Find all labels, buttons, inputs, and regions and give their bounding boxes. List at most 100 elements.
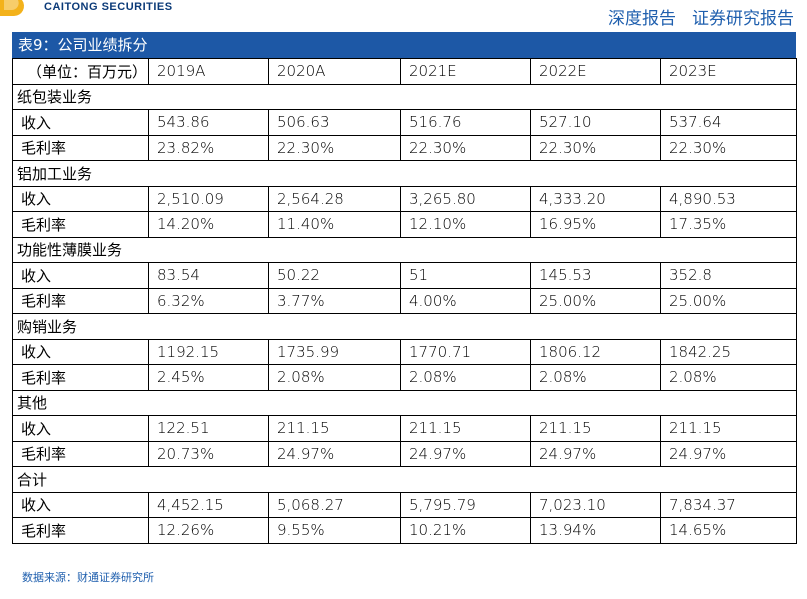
table-row: 毛利率 14.20% 11.40% 12.10% 16.95% 17.35% bbox=[12, 211, 797, 238]
table-row: 收入 543.86 506.63 516.76 527.10 537.64 bbox=[12, 109, 797, 136]
table-cell: 1842.25 bbox=[660, 338, 797, 365]
section-row: 功能性薄膜业务 bbox=[12, 236, 797, 263]
logo-icon bbox=[0, 0, 25, 16]
row-label: 毛利率 bbox=[12, 364, 149, 391]
table-cell: 6.32% bbox=[148, 287, 269, 314]
row-label: 收入 bbox=[12, 262, 149, 289]
section-label: 购销业务 bbox=[12, 313, 797, 340]
table-cell: 22.30% bbox=[268, 134, 401, 161]
table-cell: 20.73% bbox=[148, 440, 269, 467]
row-label: 收入 bbox=[12, 109, 149, 136]
table-title: 表9：公司业绩拆分 bbox=[12, 32, 796, 58]
company-name: CAITONG SECURITIES bbox=[44, 1, 173, 13]
table-cell: 211.15 bbox=[268, 415, 401, 442]
year-header: 2023E bbox=[660, 58, 797, 85]
table-cell: 7,834.37 bbox=[660, 491, 797, 518]
year-header: 2022E bbox=[530, 58, 661, 85]
year-header: 2019A bbox=[148, 58, 269, 85]
table-cell: 145.53 bbox=[530, 262, 661, 289]
table-cell: 2.45% bbox=[148, 364, 269, 391]
row-label: 收入 bbox=[12, 338, 149, 365]
table-cell: 2,564.28 bbox=[268, 185, 401, 212]
table-cell: 4,890.53 bbox=[660, 185, 797, 212]
table-cell: 14.20% bbox=[148, 211, 269, 238]
table-cell: 2.08% bbox=[530, 364, 661, 391]
table-row: 收入 4,452.15 5,068.27 5,795.79 7,023.10 7,834.… bbox=[12, 491, 797, 518]
table-cell: 13.94% bbox=[530, 517, 661, 544]
table-cell: 537.64 bbox=[660, 109, 797, 136]
table-cell: 3,265.80 bbox=[400, 185, 531, 212]
section-row: 购销业务 bbox=[12, 313, 797, 340]
table-cell: 5,795.79 bbox=[400, 491, 531, 518]
table-cell: 3.77% bbox=[268, 287, 401, 314]
table-cell: 23.82% bbox=[148, 134, 269, 161]
table-cell: 211.15 bbox=[660, 415, 797, 442]
table-row: 毛利率 23.82% 22.30% 22.30% 22.30% 22.30% bbox=[12, 134, 797, 161]
table-cell: 9.55% bbox=[268, 517, 401, 544]
table-cell: 1770.71 bbox=[400, 338, 531, 365]
table-cell: 1192.15 bbox=[148, 338, 269, 365]
table-cell: 16.95% bbox=[530, 211, 661, 238]
table-cell: 211.15 bbox=[400, 415, 531, 442]
table-cell: 24.97% bbox=[530, 440, 661, 467]
row-label: 收入 bbox=[12, 185, 149, 212]
row-label: 毛利率 bbox=[12, 134, 149, 161]
table-cell: 1806.12 bbox=[530, 338, 661, 365]
table-row: 收入 1192.15 1735.99 1770.71 1806.12 1842.25 bbox=[12, 338, 797, 365]
table-cell: 2.08% bbox=[268, 364, 401, 391]
section-label: 铝加工业务 bbox=[12, 160, 797, 187]
table-cell: 14.65% bbox=[660, 517, 797, 544]
table-cell: 543.86 bbox=[148, 109, 269, 136]
report-type-deep: 深度报告 bbox=[608, 9, 676, 29]
section-row: 纸包装业务 bbox=[12, 83, 797, 110]
table-cell: 2,510.09 bbox=[148, 185, 269, 212]
table-cell: 1735.99 bbox=[268, 338, 401, 365]
table-cell: 4,452.15 bbox=[148, 491, 269, 518]
table-cell: 527.10 bbox=[530, 109, 661, 136]
table-row: 毛利率 6.32% 3.77% 4.00% 25.00% 25.00% bbox=[12, 287, 797, 314]
earnings-table: （单位：百万元） 2019A 2020A 2021E 2022E 2023E 纸… bbox=[12, 58, 797, 544]
section-row: 合计 bbox=[12, 466, 797, 493]
table-header-row: （单位：百万元） 2019A 2020A 2021E 2022E 2023E bbox=[12, 58, 797, 85]
table-cell: 25.00% bbox=[660, 287, 797, 314]
section-label: 其他 bbox=[12, 389, 797, 416]
table-cell: 12.26% bbox=[148, 517, 269, 544]
table-row: 收入 122.51 211.15 211.15 211.15 211.15 bbox=[12, 415, 797, 442]
table-row: 收入 83.54 50.22 51 145.53 352.8 bbox=[12, 262, 797, 289]
table-cell: 17.35% bbox=[660, 211, 797, 238]
source-note: 数据来源：财通证券研究所 bbox=[22, 571, 154, 584]
table-cell: 22.30% bbox=[660, 134, 797, 161]
year-header: 2021E bbox=[400, 58, 531, 85]
table-cell: 352.8 bbox=[660, 262, 797, 289]
table-cell: 7,023.10 bbox=[530, 491, 661, 518]
table-row: 毛利率 12.26% 9.55% 10.21% 13.94% 14.65% bbox=[12, 517, 797, 544]
table-row: 毛利率 2.45% 2.08% 2.08% 2.08% 2.08% bbox=[12, 364, 797, 391]
table-row: 毛利率 20.73% 24.97% 24.97% 24.97% 24.97% bbox=[12, 440, 797, 467]
earnings-table-container: 表9：公司业绩拆分 （单位：百万元） 2019A 2020A 2021E 202… bbox=[12, 32, 797, 544]
table-cell: 506.63 bbox=[268, 109, 401, 136]
table-cell: 22.30% bbox=[400, 134, 531, 161]
table-cell: 4.00% bbox=[400, 287, 531, 314]
table-cell: 2.08% bbox=[660, 364, 797, 391]
table-cell: 12.10% bbox=[400, 211, 531, 238]
report-type-research: 证券研究报告 bbox=[692, 9, 794, 29]
table-cell: 5,068.27 bbox=[268, 491, 401, 518]
table-cell: 11.40% bbox=[268, 211, 401, 238]
table-cell: 516.76 bbox=[400, 109, 531, 136]
table-cell: 122.51 bbox=[148, 415, 269, 442]
table-cell: 24.97% bbox=[660, 440, 797, 467]
row-label: 毛利率 bbox=[12, 517, 149, 544]
table-row: 收入 2,510.09 2,564.28 3,265.80 4,333.20 4,890.… bbox=[12, 185, 797, 212]
table-cell: 83.54 bbox=[148, 262, 269, 289]
table-cell: 24.97% bbox=[268, 440, 401, 467]
table-cell: 25.00% bbox=[530, 287, 661, 314]
table-cell: 50.22 bbox=[268, 262, 401, 289]
row-label: 毛利率 bbox=[12, 211, 149, 238]
table-cell: 211.15 bbox=[530, 415, 661, 442]
table-cell: 51 bbox=[400, 262, 531, 289]
year-header: 2020A bbox=[268, 58, 401, 85]
section-label: 功能性薄膜业务 bbox=[12, 236, 797, 263]
section-label: 合计 bbox=[12, 466, 797, 493]
table-cell: 2.08% bbox=[400, 364, 531, 391]
section-row: 铝加工业务 bbox=[12, 160, 797, 187]
